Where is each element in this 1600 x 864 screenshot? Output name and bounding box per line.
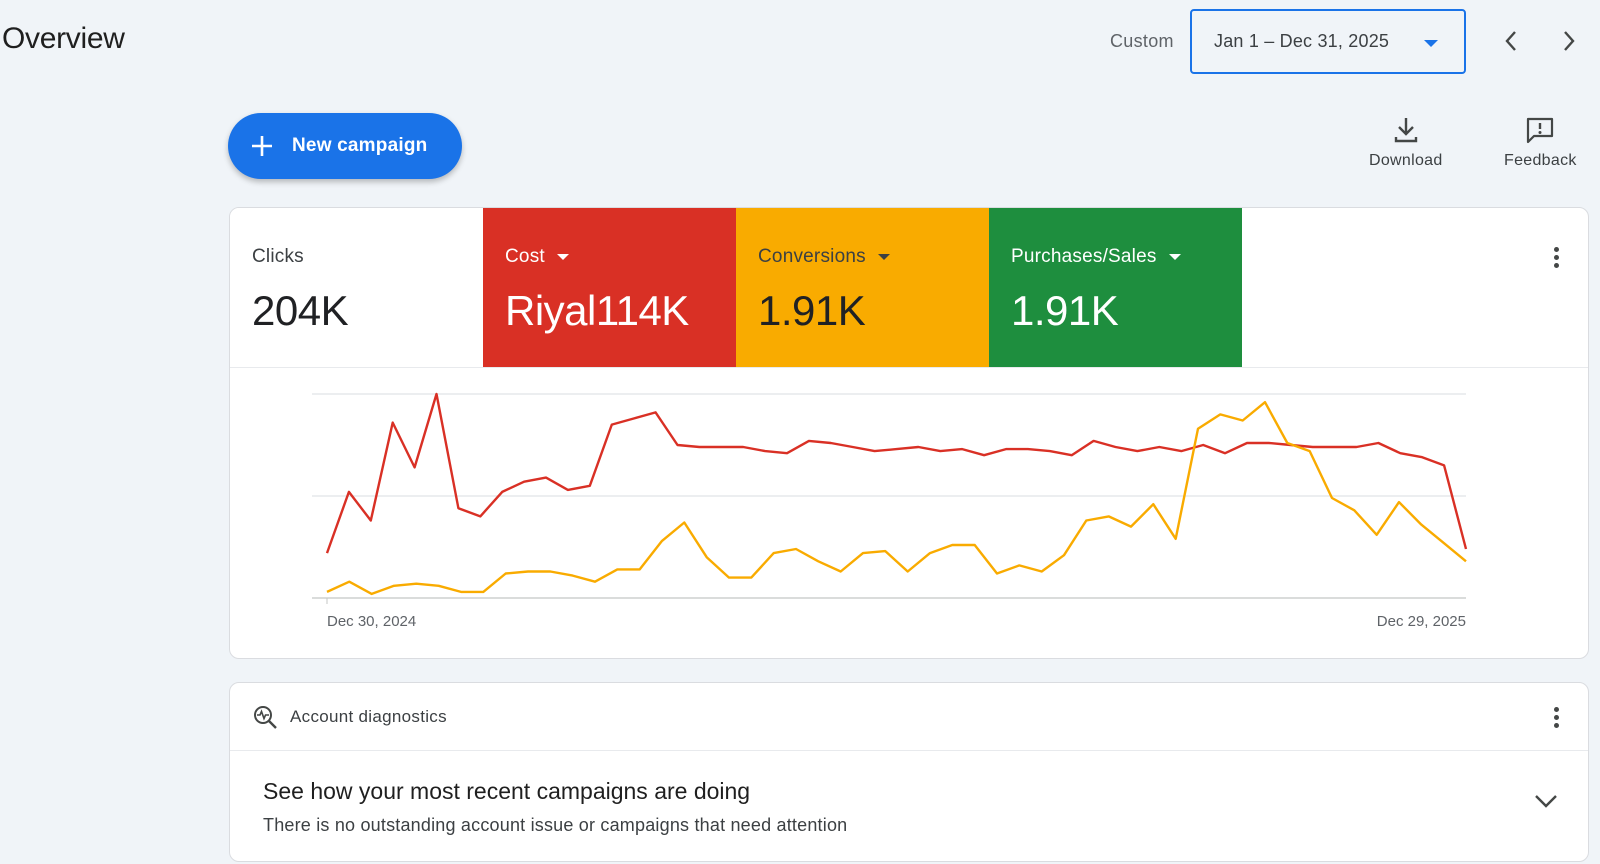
date-range-label: Custom <box>1110 31 1174 51</box>
x-axis-start-label: Dec 30, 2024 <box>327 613 416 630</box>
metric-value: 204K <box>252 287 349 334</box>
metric-name: Clicks <box>252 246 304 267</box>
diagnostics-subtitle: There is no outstanding account issue or… <box>263 815 848 835</box>
series-line-cost <box>325 392 1468 554</box>
line-chart: Dec 30, 2024 Dec 29, 2025 <box>312 392 1468 630</box>
metric-value: 1.91K <box>758 287 866 334</box>
diagnostics-search-icon <box>254 705 277 729</box>
dropdown-caret-icon[interactable] <box>556 254 569 260</box>
metric-name: Conversions <box>758 246 866 267</box>
chevron-right-icon <box>1564 31 1575 51</box>
download-icon <box>1394 118 1417 143</box>
metric-value: Riyal114K <box>505 287 689 334</box>
next-period-button[interactable] <box>1552 24 1586 58</box>
chevron-down-icon <box>1535 795 1557 808</box>
account-diagnostics-card: Account diagnostics See how your most re… <box>229 682 1589 862</box>
metric-tiles: Clicks 204K Cost Riyal114K Conversions 1… <box>230 208 1242 367</box>
metric-tile-cost[interactable]: Cost Riyal114K <box>483 208 736 367</box>
x-axis-end-label: Dec 29, 2025 <box>1377 613 1466 630</box>
metric-value: 1.91K <box>1011 287 1119 334</box>
dropdown-caret-icon[interactable] <box>1168 254 1181 260</box>
date-range-value: Jan 1 – Dec 31, 2025 <box>1214 31 1390 51</box>
plus-icon <box>252 136 272 156</box>
metric-name: Purchases/Sales <box>1011 246 1157 267</box>
download-label: Download <box>1369 152 1443 169</box>
previous-period-button[interactable] <box>1494 24 1528 58</box>
diagnostics-more-options-button[interactable] <box>1544 702 1568 732</box>
feedback-button[interactable]: Feedback <box>1504 116 1577 170</box>
new-campaign-label: New campaign <box>292 135 428 156</box>
diagnostics-header-label: Account diagnostics <box>290 706 447 726</box>
series-line-conversions <box>326 401 1467 596</box>
metric-tile-clicks[interactable]: Clicks 204K <box>230 208 483 367</box>
new-campaign-button[interactable]: New campaign <box>228 113 462 179</box>
dropdown-caret-icon[interactable] <box>877 254 890 260</box>
page-title: Overview <box>2 22 125 55</box>
dropdown-caret-icon <box>1424 40 1438 47</box>
expand-button[interactable] <box>1534 793 1558 814</box>
performance-chart-card: Clicks 204K Cost Riyal114K Conversions 1… <box>229 207 1589 659</box>
date-range-picker[interactable]: Jan 1 – Dec 31, 2025 <box>1190 9 1466 74</box>
download-button[interactable]: Download <box>1369 116 1443 170</box>
metric-tile-conversions[interactable]: Conversions 1.91K <box>736 208 989 367</box>
feedback-icon <box>1527 117 1554 144</box>
chevron-left-icon <box>1505 31 1516 51</box>
diagnostics-title: See how your most recent campaigns are d… <box>263 778 751 804</box>
metric-tile-purchases-sales[interactable]: Purchases/Sales 1.91K <box>989 208 1242 367</box>
metric-name: Cost <box>505 246 545 267</box>
chart-more-options-button[interactable] <box>1544 242 1568 272</box>
diagnostics-header: Account diagnostics <box>230 683 1588 751</box>
tile-divider <box>230 367 1588 368</box>
feedback-label: Feedback <box>1504 152 1577 169</box>
